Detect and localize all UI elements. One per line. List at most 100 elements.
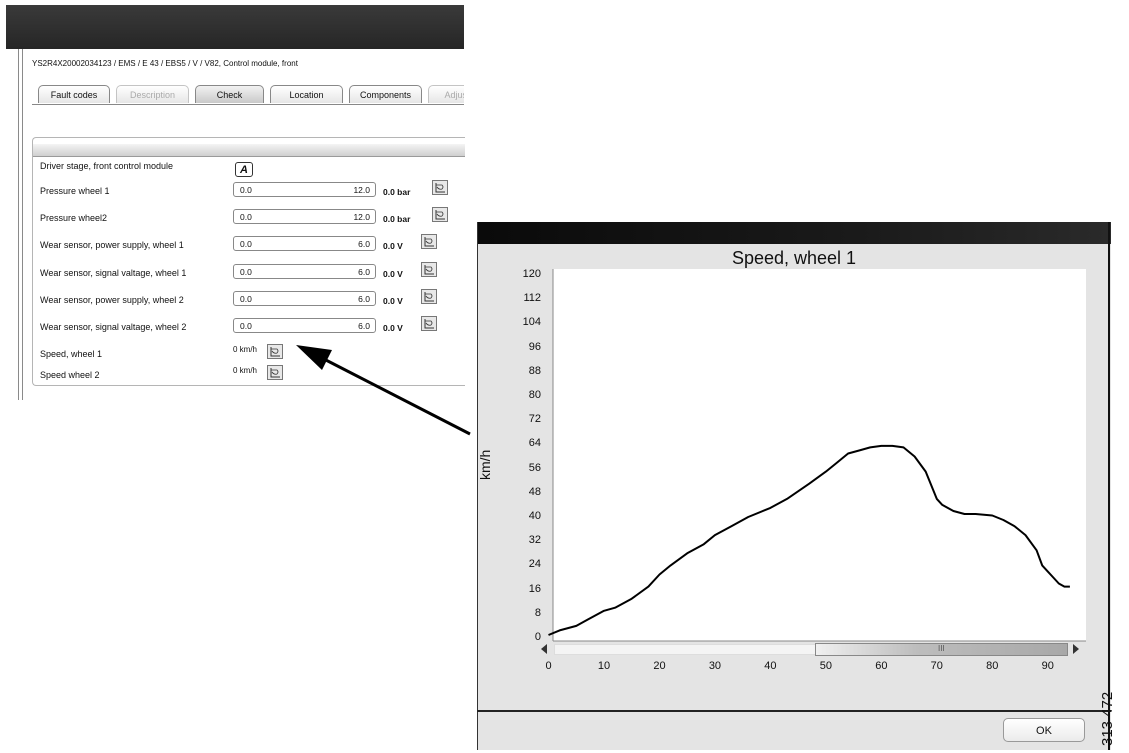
- graph-button-speed-wheel-2[interactable]: [267, 365, 283, 380]
- range-field-wear-power-wheel-2[interactable]: 0.0 6.0: [233, 291, 376, 306]
- graph-window-title-bar: [477, 222, 1111, 244]
- x-tick-label: 50: [819, 660, 832, 672]
- chart-title: Speed, wheel 1: [731, 248, 857, 268]
- graph-icon: [270, 347, 280, 357]
- tab-underline: [32, 104, 464, 105]
- graph-icon: [424, 265, 434, 275]
- graph-icon: [435, 183, 445, 193]
- range-max: 6.0: [358, 267, 370, 277]
- reading-speed-wheel-1: 0 km/h: [233, 345, 258, 354]
- y-tick-label: 88: [528, 364, 541, 377]
- tab-fault-codes[interactable]: Fault codes: [38, 85, 110, 103]
- y-tick-label: 0: [534, 630, 541, 643]
- row-label-speed-wheel-2: Speed wheel 2: [40, 370, 100, 380]
- y-tick-label: 120: [522, 268, 541, 281]
- footer-separator: [477, 710, 1111, 712]
- range-max: 6.0: [358, 239, 370, 249]
- row-label-pressure-wheel-2: Pressure wheel2: [40, 213, 108, 223]
- graph-button-speed-wheel-1[interactable]: [267, 344, 283, 359]
- graph-window: Speed, wheel 1 km/h III OK 0 8 16 24 32 40 48 5…: [477, 222, 1111, 750]
- window-title-bar: [6, 5, 464, 49]
- graph-button-wear-power-wheel-1[interactable]: [421, 234, 437, 249]
- activate-driver-stage-button[interactable]: A: [235, 162, 253, 177]
- x-tick-label: 60: [875, 660, 888, 672]
- driver-stage-label: Driver stage, front control module: [40, 161, 174, 171]
- range-min: 0.0: [240, 185, 252, 195]
- tab-description[interactable]: Description: [116, 85, 189, 103]
- tab-location[interactable]: Location: [270, 85, 343, 103]
- row-label-wear-signal-wheel-1: Wear sensor, signal valtage, wheel 1: [40, 268, 187, 278]
- x-tick-label: 10: [597, 660, 611, 672]
- y-tick-label: 104: [522, 316, 541, 329]
- row-label-wear-signal-wheel-2: Wear sensor, signal valtage, wheel 2: [40, 322, 187, 332]
- range-min: 0.0: [240, 321, 252, 331]
- range-field-wear-power-wheel-1[interactable]: 0.0 6.0: [233, 236, 376, 251]
- range-max: 12.0: [353, 185, 370, 195]
- range-field-pressure-wheel-2[interactable]: 0.0 12.0: [233, 209, 376, 224]
- y-tick-label: 80: [528, 389, 541, 402]
- x-tick-label: 70: [930, 660, 943, 672]
- row-label-speed-wheel-1: Speed, wheel 1: [40, 349, 103, 359]
- graph-icon: [270, 368, 280, 378]
- graph-button-pressure-wheel-1[interactable]: [432, 180, 448, 195]
- range-max: 6.0: [358, 294, 370, 304]
- scroll-right-arrow-icon[interactable]: [1073, 644, 1079, 654]
- check-panel: Driver stage, front control module A Pre…: [32, 137, 465, 386]
- range-min: 0.0: [240, 239, 252, 249]
- reading-wear-signal-wheel-1: 0.0 V: [383, 269, 403, 279]
- range-min: 0.0: [240, 267, 252, 277]
- graph-icon: [424, 237, 434, 247]
- y-tick-label: 8: [534, 606, 541, 619]
- range-max: 12.0: [353, 212, 370, 222]
- y-tick-label: 112: [523, 292, 541, 305]
- graph-button-pressure-wheel-2[interactable]: [432, 207, 448, 222]
- y-tick-label: 40: [528, 510, 541, 522]
- reading-wear-signal-wheel-2: 0.0 V: [383, 323, 403, 333]
- row-label-wear-power-wheel-1: Wear sensor, power supply, wheel 1: [40, 240, 184, 250]
- window-left-rule: [18, 49, 19, 400]
- scrollbar-thumb[interactable]: III: [815, 643, 1068, 656]
- reading-wear-power-wheel-1: 0.0 V: [383, 241, 403, 251]
- x-tick-label: 90: [1041, 660, 1054, 672]
- range-field-pressure-wheel-1[interactable]: 0.0 12.0: [233, 182, 376, 197]
- y-tick-label: 96: [528, 340, 541, 353]
- y-tick-label: 72: [528, 413, 541, 426]
- row-label-pressure-wheel-1: Pressure wheel 1: [40, 186, 110, 196]
- y-tick-label: 24: [528, 558, 541, 571]
- graph-button-wear-power-wheel-2[interactable]: [421, 289, 437, 304]
- reading-pressure-wheel-2: 0.0 bar: [383, 214, 411, 224]
- row-label-wear-power-wheel-2: Wear sensor, power supply, wheel 2: [40, 295, 184, 305]
- tab-adjustments[interactable]: Adjusti: [428, 85, 464, 103]
- scroll-left-arrow-icon[interactable]: [541, 644, 547, 654]
- x-tick-label: 80: [986, 660, 999, 672]
- ok-button[interactable]: OK: [1003, 718, 1085, 742]
- y-tick-label: 16: [528, 582, 541, 595]
- speed-chart: [548, 269, 1086, 642]
- tab-bar: Fault codes Description Check Location C…: [38, 85, 464, 105]
- diagnostic-window: YS2R4X20002034123 / EMS / E 43 / EBS5 / …: [6, 5, 465, 400]
- series-line-0: [548, 444, 1070, 636]
- reading-speed-wheel-2: 0 km/h: [233, 366, 258, 375]
- panel-header: [33, 144, 465, 157]
- tab-components[interactable]: Components: [349, 85, 422, 103]
- graph-window-left-border: [477, 222, 478, 750]
- range-field-wear-signal-wheel-2[interactable]: 0.0 6.0: [233, 318, 376, 333]
- window-left-rule-inner: [22, 49, 23, 400]
- graph-window-right-border: [1108, 222, 1110, 750]
- x-tick-label: 0: [545, 660, 552, 672]
- range-min: 0.0: [240, 294, 252, 304]
- figure-number: 313 472: [1099, 691, 1116, 746]
- x-tick-label: 20: [653, 660, 666, 672]
- range-field-wear-signal-wheel-1[interactable]: 0.0 6.0: [233, 264, 376, 279]
- scrollbar-grip: III: [938, 644, 945, 653]
- chart-scrollbar[interactable]: III: [539, 642, 1081, 657]
- graph-button-wear-signal-wheel-1[interactable]: [421, 262, 437, 277]
- breadcrumb: YS2R4X20002034123 / EMS / E 43 / EBS5 / …: [32, 59, 298, 68]
- plot-area: [553, 269, 1086, 641]
- tab-check[interactable]: Check: [195, 85, 264, 103]
- x-tick-label: 40: [764, 660, 777, 672]
- y-tick-label: 56: [528, 461, 541, 474]
- graph-icon: [424, 292, 434, 302]
- graph-button-wear-signal-wheel-2[interactable]: [421, 316, 437, 331]
